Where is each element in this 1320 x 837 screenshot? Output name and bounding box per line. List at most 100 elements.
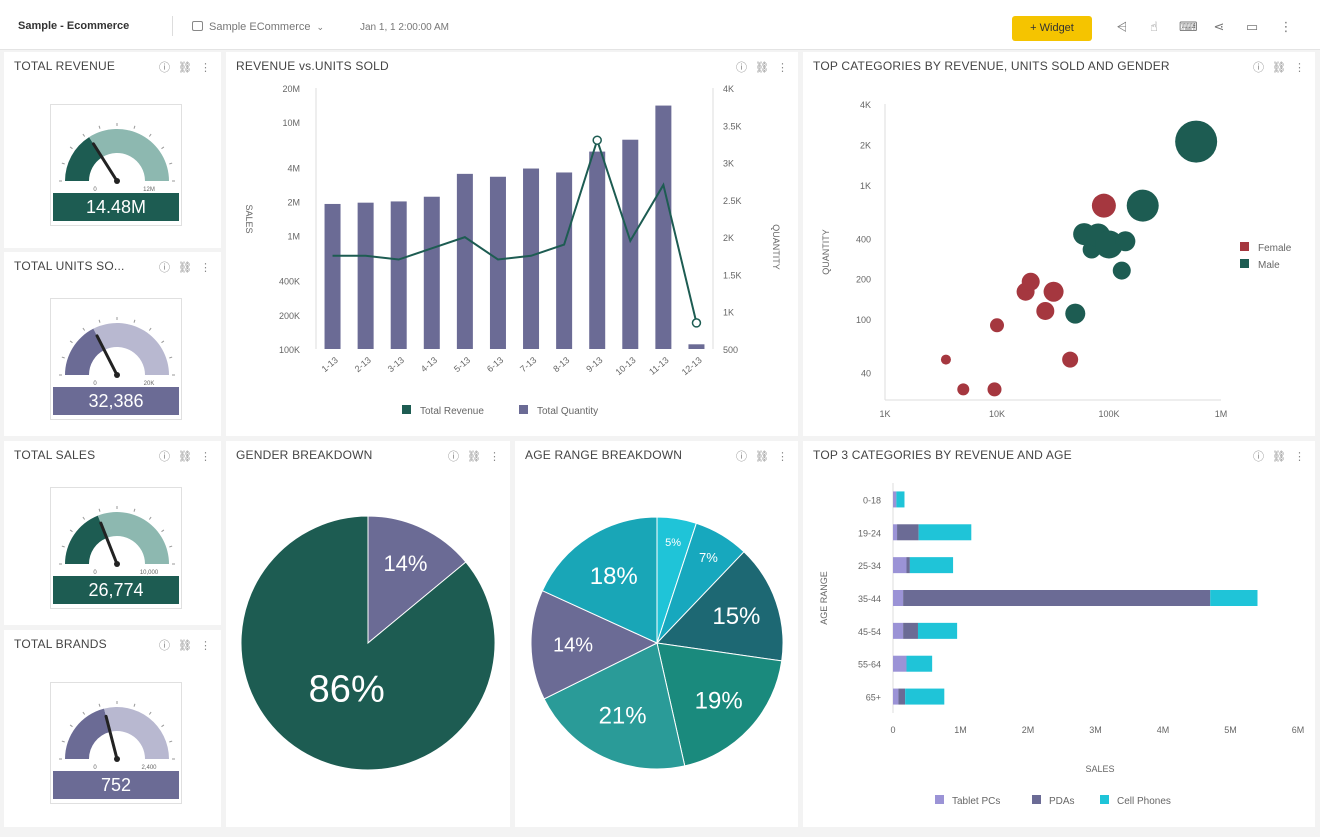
gauge-remaining-arc	[89, 129, 169, 181]
y-tick-label: 1K	[860, 181, 871, 191]
gauge-needle	[95, 334, 119, 377]
stacked-bar-segment	[905, 688, 945, 705]
panel-title: TOTAL BRANDS	[14, 637, 107, 651]
gauge-remaining-arc	[104, 707, 169, 759]
stacked-bar-segment	[903, 590, 1211, 606]
panel-title: GENDER BREAKDOWN	[236, 448, 373, 462]
info-icon[interactable]: ⓘ	[1253, 62, 1265, 74]
info-icon[interactable]: ⓘ	[448, 451, 460, 463]
link-icon[interactable]: ⛓	[178, 62, 192, 74]
gauge-tick	[61, 740, 65, 743]
keyboard-icon[interactable]: ⌨	[1179, 19, 1198, 34]
top-categories-panel: TOP CATEGORIES BY REVENUE, UNITS SOLD AN…	[803, 52, 1315, 436]
y-tick-label: 40	[861, 369, 871, 379]
info-icon[interactable]: ⓘ	[736, 451, 748, 463]
quantity-bar	[423, 196, 440, 349]
revenue-units-chart[interactable]: 100K 200K 400K 1M 2M 4M 10M 20M 500 1K 1.5K 2K 2.5K 3…	[226, 52, 798, 436]
datasource-label: Sample ECommerce	[209, 21, 311, 33]
hand-icon[interactable]: ☝	[1150, 19, 1158, 34]
top-categories-chart[interactable]: 40 100 200 400 1K 2K 4K 1K 10K 100K 1M QUANTITY Fema…	[803, 52, 1315, 436]
gauge-tick	[61, 162, 65, 165]
legend-label: Total Revenue	[420, 406, 484, 417]
link-icon[interactable]: ⛓	[1272, 62, 1286, 74]
info-icon[interactable]: ⓘ	[159, 451, 171, 463]
more-vertical-icon[interactable]: ⋮	[777, 451, 788, 463]
gauge-tick	[133, 125, 136, 129]
y-tick-label: 4M	[287, 163, 300, 173]
link-icon[interactable]: ⛓	[178, 451, 192, 463]
legend-swatch-male	[1240, 259, 1249, 268]
chevron-down-icon: ⌄	[316, 22, 325, 32]
gauge-hub	[114, 372, 120, 378]
legend-swatch-revenue	[402, 405, 411, 414]
link-icon[interactable]: ⛓	[755, 451, 769, 463]
more-vertical-icon[interactable]: ⋮	[1294, 62, 1305, 74]
more-vertical-icon[interactable]: ⋮	[200, 62, 211, 74]
more-vertical-icon[interactable]: ⋮	[200, 640, 211, 652]
x-axis-label: SALES	[1085, 764, 1114, 774]
dashboard-title[interactable]: Sample - Ecommerce	[18, 20, 130, 32]
info-icon[interactable]: ⓘ	[1253, 451, 1265, 463]
link-icon[interactable]: ⛓	[755, 62, 769, 74]
datasource-selector[interactable]: Sample ECommerce ⌄	[192, 21, 324, 33]
pie-slice-label: 14%	[383, 551, 427, 576]
more-vertical-icon[interactable]: ⋮	[489, 451, 500, 463]
x-tick-label: 1K	[879, 409, 890, 419]
info-icon[interactable]: ⓘ	[159, 62, 171, 74]
gauge-value: 14.48M	[53, 193, 179, 221]
top-toolbar: Sample - Ecommerce Sample ECommerce ⌄ Jan…	[0, 0, 1320, 50]
quantity-bar	[324, 203, 341, 349]
monitor-icon[interactable]: ▭	[1245, 19, 1259, 34]
info-icon[interactable]: ⓘ	[159, 640, 171, 652]
stacked-bar-segment	[1210, 590, 1258, 606]
panel-actions: ⓘ ⛓ ⋮	[440, 448, 500, 464]
x-tick-label: 0	[890, 725, 895, 735]
add-widget-button[interactable]: + Widget	[1012, 16, 1092, 41]
y-tick-label: 55-64	[858, 660, 881, 670]
legend-swatch-female	[1240, 242, 1249, 251]
female-point	[957, 383, 970, 396]
link-icon[interactable]: ⛓	[1272, 451, 1286, 463]
toolbar-divider	[172, 16, 173, 36]
y2-tick-label: 3.5K	[723, 121, 742, 131]
link-icon[interactable]: ⛓	[467, 451, 481, 463]
info-icon[interactable]: ⓘ	[159, 262, 171, 274]
female-point	[987, 382, 1002, 397]
more-vertical-icon[interactable]: ⋮	[1294, 451, 1305, 463]
gauge-panel-units: TOTAL UNITS SO... ⓘ ⛓ ⋮ 0 20K 32,386	[4, 252, 221, 436]
more-vertical-icon[interactable]: ⋮	[1279, 19, 1293, 34]
top3-bar-chart[interactable]: 0 1M 2M 3M 4M 5M 6M SALES AGE RANGE 0-18 19-24 25-3…	[803, 441, 1315, 827]
y-tick-label: 45-54	[858, 627, 881, 637]
legend-swatch	[1100, 795, 1109, 804]
y2-axis-label: QUANTITY	[771, 224, 781, 270]
gauge-needle	[104, 714, 119, 761]
quantity-bar	[556, 172, 573, 349]
link-icon[interactable]: ⛓	[178, 640, 192, 652]
more-vertical-icon[interactable]: ⋮	[200, 262, 211, 274]
y-tick-label: 200	[856, 275, 871, 285]
legend-label: PDAs	[1049, 796, 1075, 807]
female-point	[1062, 351, 1079, 368]
gauge-card: 0 20K 32,386	[50, 298, 182, 420]
gauge-tick	[69, 724, 73, 728]
gender-pie-chart[interactable]: 14% 86%	[226, 441, 510, 827]
age-range-pie-chart[interactable]: 5% 7% 15% 19% 21% 14% 18%	[515, 441, 798, 827]
gauge-card: 0 12M 14.48M	[50, 104, 182, 226]
y-axis-label: SALES	[244, 204, 254, 233]
stacked-bar-segment	[906, 557, 910, 574]
gauge-max-label: 2,400	[141, 765, 157, 771]
y-tick-label: 1M	[287, 232, 300, 242]
info-icon[interactable]: ⓘ	[736, 62, 748, 74]
filter-icon[interactable]: ⩤	[1116, 19, 1128, 34]
y-tick-label: 19-24	[858, 528, 881, 538]
gauge-tick	[98, 319, 101, 323]
gauge-dial: 0 2,400	[59, 701, 175, 771]
more-vertical-icon[interactable]: ⋮	[777, 62, 788, 74]
link-icon[interactable]: ⛓	[178, 262, 192, 274]
date-filter[interactable]: Jan 1, 1 2:00:00 AM	[360, 22, 449, 33]
gauge-tick	[82, 133, 86, 137]
share-icon[interactable]: ⋖	[1213, 19, 1225, 34]
gauge-remaining-arc	[97, 512, 169, 564]
stacked-bar-segment	[893, 590, 904, 606]
more-vertical-icon[interactable]: ⋮	[200, 451, 211, 463]
